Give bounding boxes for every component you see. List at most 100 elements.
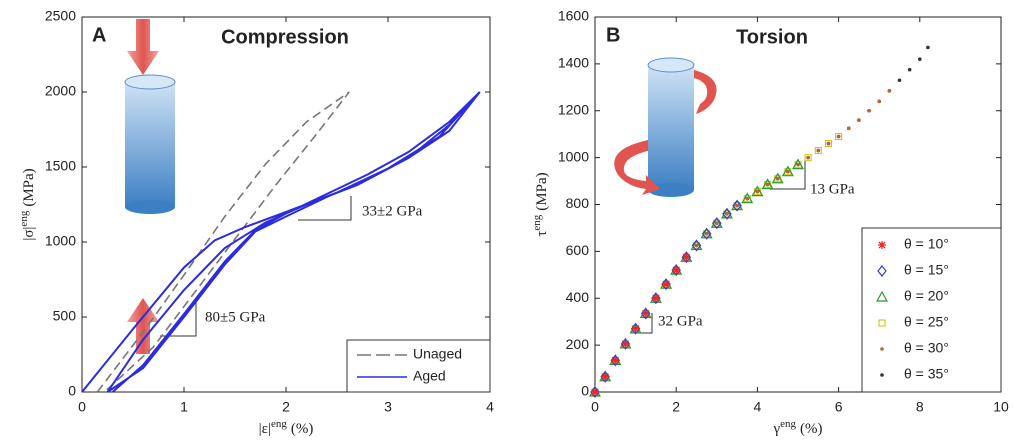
- legend-label: θ = 20°: [904, 288, 949, 304]
- marker: [590, 386, 600, 398]
- x-tick-label: 0: [78, 399, 86, 415]
- x-axis-superscript: eng: [780, 418, 796, 430]
- legend-swatch: [877, 265, 887, 277]
- slope-triangles: [160, 160, 806, 337]
- marker: [918, 57, 922, 61]
- annotation: 33±2 GPa: [362, 203, 423, 219]
- marker: [715, 221, 719, 226]
- marker: [694, 243, 699, 248]
- legend-swatch: [878, 319, 886, 327]
- marker: [641, 309, 650, 318]
- legend-label: θ = 10°: [904, 236, 949, 252]
- x-tick-label: 0: [591, 399, 599, 415]
- y-tick-label: 400: [566, 289, 590, 305]
- marker: [651, 294, 660, 303]
- marker: [816, 148, 821, 153]
- marker: [771, 172, 784, 184]
- y-axis-label: |σ|eng (MPa): [18, 168, 38, 240]
- marker: [804, 154, 812, 162]
- x-tick-label: 4: [754, 399, 762, 415]
- marker: [600, 370, 610, 383]
- marker: [630, 322, 641, 335]
- y-axis-superscript: eng: [18, 210, 30, 226]
- marker: [781, 165, 794, 177]
- y-tick-label: 800: [566, 195, 590, 211]
- marker: [907, 67, 912, 72]
- annotation: 80±5 GPa: [205, 309, 266, 325]
- marker: [826, 141, 831, 146]
- marker: [631, 324, 640, 333]
- y-tick-label: 0: [68, 383, 76, 399]
- marker: [662, 280, 671, 289]
- legend-label: θ = 25°: [904, 314, 949, 330]
- annotation: 13 GPa: [810, 181, 855, 197]
- y-axis-symbol: |σ|: [21, 227, 37, 241]
- marker: [712, 217, 722, 230]
- x-axis-symbol: |ε|: [259, 421, 271, 437]
- x-tick-label: 10: [993, 399, 1009, 415]
- marker: [796, 162, 800, 167]
- x-axis-unit: (%): [800, 421, 823, 437]
- marker: [926, 45, 930, 50]
- marker: [722, 207, 732, 220]
- marker: [806, 155, 810, 160]
- marker: [620, 337, 631, 350]
- y-tick-label: 200: [566, 336, 590, 352]
- x-tick-label: 2: [672, 399, 680, 415]
- legend-label: Aged: [413, 368, 446, 384]
- marker: [681, 251, 692, 264]
- x-tick-label: 2: [282, 399, 290, 415]
- x-axis-label: |ε|eng (%): [259, 418, 314, 438]
- legend-box: [861, 227, 1002, 393]
- marker: [731, 199, 744, 211]
- annotation: 32 GPa: [658, 313, 703, 329]
- legend-label: θ = 15°: [904, 262, 949, 278]
- marker: [735, 203, 739, 208]
- legend-label: Unaged: [413, 346, 462, 362]
- y-tick-label: 500: [53, 308, 77, 324]
- data-line: [96, 91, 350, 393]
- y-tick-label: 0: [581, 383, 589, 399]
- marker: [786, 169, 790, 174]
- marker: [755, 189, 760, 194]
- x-tick-label: 1: [180, 399, 188, 415]
- y-tick-label: 1200: [558, 101, 589, 117]
- y-tick-label: 600: [566, 242, 590, 258]
- chart-title: Compression: [221, 26, 349, 48]
- legend-label: θ = 30°: [904, 340, 949, 356]
- y-tick-label: 1600: [558, 8, 589, 24]
- y-axis-unit: (MPa): [21, 168, 37, 206]
- marker: [601, 372, 610, 381]
- x-tick-label: 6: [835, 399, 843, 415]
- y-tick-label: 1000: [45, 233, 76, 249]
- legend-label: θ = 35°: [904, 366, 949, 382]
- marker: [725, 212, 729, 216]
- marker: [824, 140, 833, 148]
- x-tick-label: 8: [916, 399, 924, 415]
- y-axis-symbol: τ: [534, 231, 550, 237]
- y-axis-label: τeng (MPa): [531, 172, 551, 236]
- marker: [791, 158, 805, 170]
- marker: [640, 307, 651, 320]
- y-tick-label: 1500: [45, 158, 76, 174]
- marker: [741, 192, 754, 204]
- legend-swatch: [878, 241, 886, 249]
- marker: [846, 126, 851, 131]
- torsion-illustration: [614, 57, 717, 197]
- marker: [751, 185, 764, 197]
- panel-label: A: [92, 24, 106, 46]
- marker: [682, 253, 691, 262]
- marker: [704, 231, 709, 236]
- marker: [887, 89, 892, 93]
- marker: [857, 118, 861, 122]
- marker: [611, 356, 620, 365]
- marker: [814, 147, 822, 155]
- y-tick-label: 2500: [45, 8, 76, 24]
- compression-illustration: [124, 19, 176, 354]
- marker: [835, 132, 843, 141]
- y-axis-superscript: eng: [531, 214, 543, 230]
- legend-swatch: [880, 347, 884, 351]
- marker: [591, 388, 599, 396]
